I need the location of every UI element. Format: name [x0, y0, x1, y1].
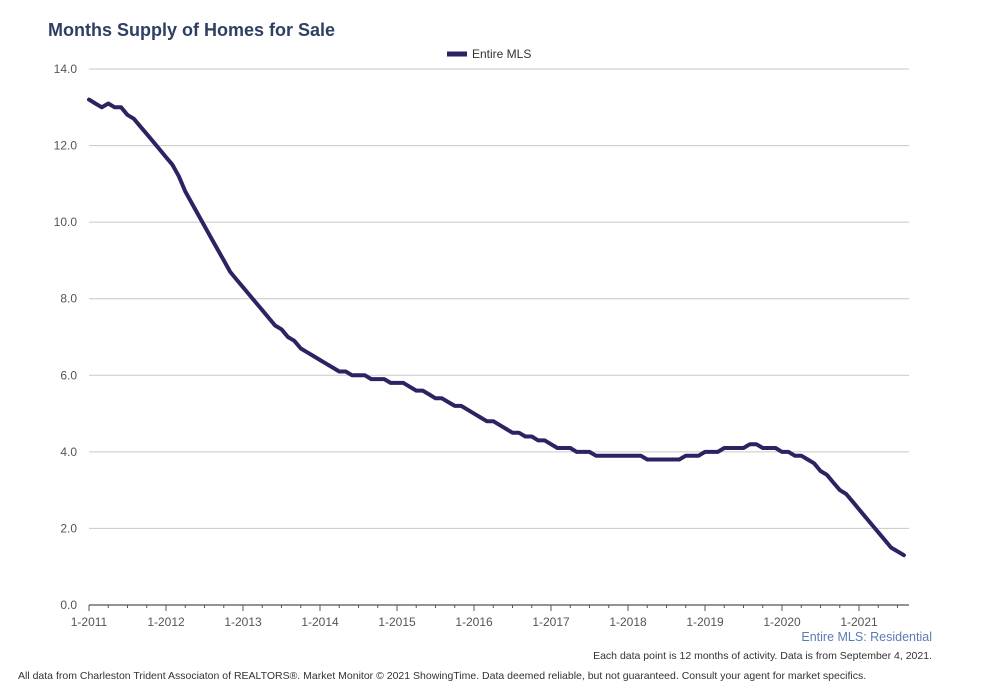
grid-lines: 0.0 2.0 4.0 6.0 8.0 10.0 12.0 14.0 — [54, 62, 909, 612]
footer-disclaimer: All data from Charleston Trident Associa… — [18, 670, 867, 682]
y-tick-label: 10.0 — [54, 215, 78, 229]
x-tick-label: 1-2016 — [455, 615, 493, 629]
y-tick-label: 14.0 — [54, 62, 78, 76]
x-tick-label: 1-2011 — [71, 615, 108, 629]
legend-label: Entire MLS — [472, 47, 531, 61]
y-tick-label: 2.0 — [60, 521, 77, 535]
x-axis: 1-2011 1-2012 1-2013 1-2014 1-2015 1-2016 1-20… — [71, 604, 909, 629]
series-layer — [87, 97, 906, 558]
x-tick-label: 1-2017 — [532, 615, 570, 629]
x-tick-label: 1-2020 — [763, 615, 801, 629]
x-tick-label: 1-2018 — [609, 615, 647, 629]
x-tick-label: 1-2019 — [686, 615, 724, 629]
y-tick-label: 4.0 — [60, 445, 77, 459]
chart-title: Months Supply of Homes for Sale — [48, 20, 336, 40]
x-tick-label: 1-2013 — [224, 615, 262, 629]
series-line-entire-mls — [87, 97, 906, 558]
y-tick-label: 0.0 — [60, 598, 77, 612]
chart-subtitle: Entire MLS: Residential — [801, 630, 932, 644]
data-note: Each data point is 12 months of activity… — [593, 650, 932, 662]
x-tick-label: 1-2021 — [840, 615, 878, 629]
y-tick-label: 6.0 — [60, 368, 77, 382]
x-tick-label: 1-2012 — [147, 615, 185, 629]
x-tick-label: 1-2015 — [378, 615, 416, 629]
x-tick-label: 1-2014 — [301, 615, 339, 629]
y-tick-label: 8.0 — [60, 292, 77, 306]
legend: Entire MLS — [447, 47, 531, 61]
y-tick-label: 12.0 — [54, 139, 78, 153]
